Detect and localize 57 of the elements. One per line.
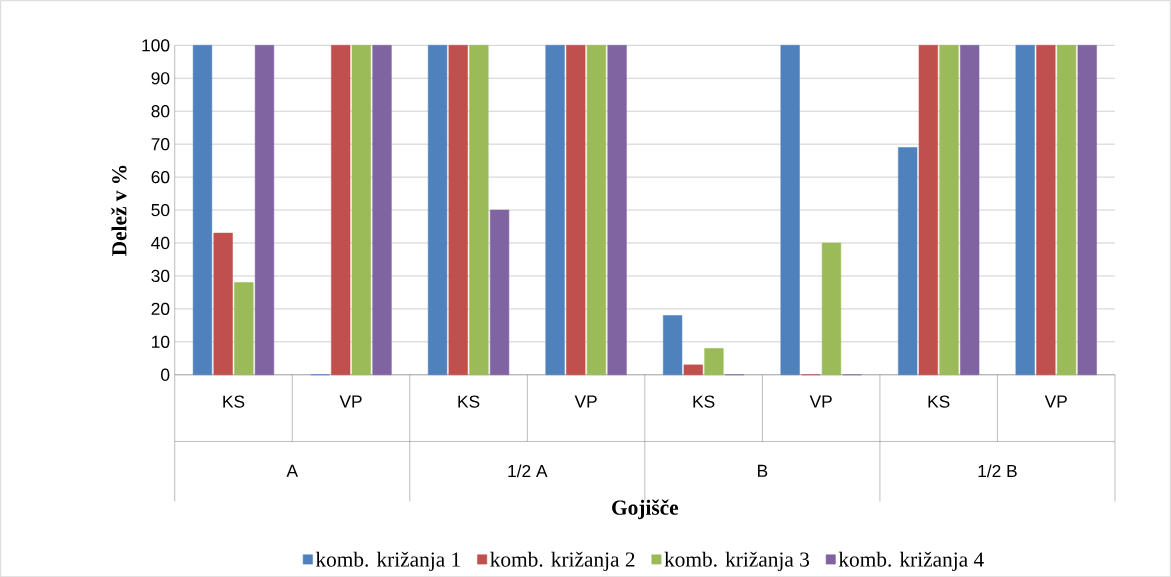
bar bbox=[469, 44, 489, 375]
y-tick-label: 40 bbox=[151, 236, 170, 249]
y-tick-label: 70 bbox=[151, 137, 170, 151]
bar bbox=[254, 44, 275, 375]
bar bbox=[939, 44, 959, 375]
bar bbox=[234, 282, 254, 375]
bar bbox=[372, 44, 392, 375]
bar bbox=[960, 44, 980, 375]
y-tick-label: 0 bbox=[161, 368, 170, 381]
bar bbox=[545, 44, 565, 375]
x-tick-label: KS bbox=[693, 395, 715, 408]
legend-label: komb. križanja 3 bbox=[664, 551, 809, 571]
y-axis-title: Delež v % bbox=[111, 165, 127, 256]
legend-label: komb. križanja 1 bbox=[315, 551, 460, 571]
bar bbox=[607, 44, 627, 375]
x-tick-label: VP bbox=[1044, 395, 1067, 408]
bar bbox=[213, 232, 233, 375]
bar bbox=[683, 364, 703, 375]
bar bbox=[663, 314, 683, 375]
x-tick-label: VP bbox=[574, 395, 597, 408]
y-tick-label: 50 bbox=[151, 203, 170, 216]
bar bbox=[1015, 44, 1035, 375]
bar bbox=[780, 44, 800, 375]
x-tick-label: KS bbox=[928, 395, 950, 408]
x-tick-label: KS bbox=[223, 395, 245, 408]
y-tick-label: 100 bbox=[142, 38, 170, 52]
bar bbox=[192, 44, 213, 375]
y-tick-label: 60 bbox=[151, 170, 170, 184]
legend-label: komb. križanja 4 bbox=[838, 551, 984, 571]
bar bbox=[1056, 44, 1077, 375]
bar bbox=[427, 44, 448, 375]
text: 1/2 B bbox=[978, 464, 1017, 477]
text: 1/2 A bbox=[508, 464, 548, 477]
bar bbox=[821, 242, 842, 375]
bar bbox=[1077, 44, 1097, 375]
bar bbox=[331, 44, 351, 375]
bar bbox=[448, 44, 468, 375]
bar bbox=[918, 44, 938, 375]
x-axis-title: Gojišče bbox=[612, 499, 679, 519]
bar bbox=[898, 146, 918, 375]
legend-label: komb. križanja 2 bbox=[490, 551, 635, 571]
bar bbox=[586, 44, 607, 375]
y-tick-label: 30 bbox=[151, 269, 170, 282]
y-tick-label: 90 bbox=[151, 71, 170, 85]
bar bbox=[351, 44, 371, 375]
bar bbox=[489, 209, 510, 375]
y-tick-label: 80 bbox=[151, 104, 170, 118]
x-tick-label: VP bbox=[809, 395, 832, 408]
bar bbox=[566, 44, 586, 375]
bar bbox=[704, 347, 724, 375]
text: B bbox=[758, 464, 768, 477]
text: A bbox=[286, 464, 298, 477]
y-tick-label: 10 bbox=[152, 335, 170, 348]
x-tick-label: VP bbox=[339, 395, 362, 408]
y-tick-label: 20 bbox=[151, 302, 170, 315]
bar bbox=[1036, 44, 1056, 375]
x-tick-label: KS bbox=[458, 395, 480, 408]
